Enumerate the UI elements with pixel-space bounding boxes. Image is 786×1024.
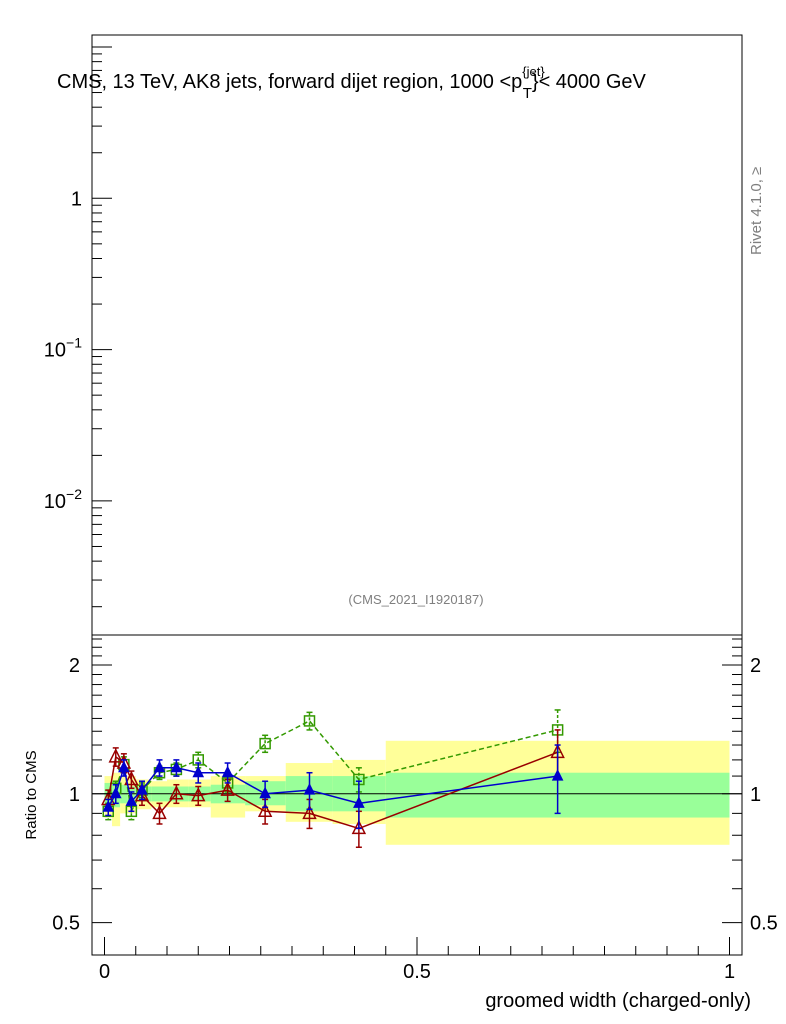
data-point-triangle-open	[220, 781, 235, 796]
title-superscript: {jet}	[522, 64, 545, 79]
ratio-x-tick-label: 0.5	[403, 961, 431, 983]
data-point-triangle-open	[108, 748, 123, 763]
main-y-tick-label: 1	[71, 188, 82, 210]
title-prefix: CMS, 13 TeV, AK8 jets, forward dijet reg…	[57, 71, 522, 93]
data-point-triangle-open	[134, 786, 150, 802]
data-point-triangle-filled	[118, 760, 130, 773]
ratio-y-tick-label-left: 2	[69, 655, 80, 677]
data-point-triangle-open	[257, 802, 273, 818]
data-point-triangle-filled	[153, 760, 166, 773]
main-y-ticks	[92, 46, 112, 608]
ratio-series-group	[102, 744, 564, 830]
data-point-triangle-filled	[221, 765, 234, 778]
data-point-triangle-filled	[551, 768, 564, 781]
ratio-y-tick-label-right: 0.5	[750, 913, 778, 935]
data-point-triangle-open	[302, 804, 317, 820]
data-point-triangle-open	[191, 786, 206, 802]
data-point-triangle-open	[169, 785, 184, 800]
ratio-series	[101, 709, 565, 848]
ratio-y-tick-label-left: 1	[69, 784, 80, 806]
x-axis-label: groomed width (charged-only)	[485, 990, 751, 1012]
main-panel: 1 10−1 10−2 (CMS_2021_I1920187)	[44, 34, 743, 636]
main-panel-frame	[91, 34, 743, 636]
ratio-y-axis-label: Ratio to CMS	[23, 750, 40, 839]
data-point-triangle-filled	[353, 796, 365, 808]
data-point-triangle-filled	[125, 794, 138, 806]
data-point-triangle-filled	[102, 800, 115, 812]
ratio-y-tick-label-right: 2	[750, 655, 761, 677]
main-y-tick-labels: 1 10−1 10−2	[44, 188, 82, 513]
data-point-triangle-filled	[259, 786, 271, 799]
data-point-triangle-filled	[109, 786, 122, 799]
data-point-triangle-filled	[192, 765, 205, 778]
analysis-id-label: (CMS_2021_I1920187)	[348, 592, 483, 607]
data-point-triangle-open	[351, 819, 367, 835]
data-point-triangle-open	[152, 804, 167, 820]
ratio-x-tick-label: 0	[99, 961, 110, 983]
data-point-triangle-open	[124, 770, 139, 786]
ratio-y-tick-label-right: 1	[750, 784, 761, 806]
main-y-tick-label: 10−2	[44, 486, 82, 513]
ratio-y-tick-label-left: 0.5	[52, 913, 80, 935]
rivet-version-label: Rivet 4.1.0, ≥	[748, 167, 765, 255]
data-point-square	[303, 715, 316, 727]
data-point-triangle-filled	[136, 782, 148, 795]
data-point-square	[259, 737, 271, 750]
ratio-x-tick-label: 1	[724, 961, 735, 983]
ratio-x-ticks	[104, 937, 730, 955]
ratio-panel: 2 2 1 1 0.5 0.5 0 0.5 1 Ratio to CMS groomed wid…	[23, 634, 778, 1012]
plot-title: CMS, 13 TeV, AK8 jets, forward dijet reg…	[57, 64, 647, 102]
title-suffix: }< 4000 GeV	[532, 71, 647, 93]
ratio-y-ticks	[92, 638, 742, 924]
main-y-tick-label: 10−1	[44, 335, 82, 362]
ratio-tick-labels: 2 2 1 1 0.5 0.5 0 0.5 1	[52, 655, 778, 983]
title-subscript: T	[523, 85, 532, 102]
data-point-triangle-filled	[170, 760, 183, 773]
data-point-triangle-filled	[303, 782, 316, 795]
